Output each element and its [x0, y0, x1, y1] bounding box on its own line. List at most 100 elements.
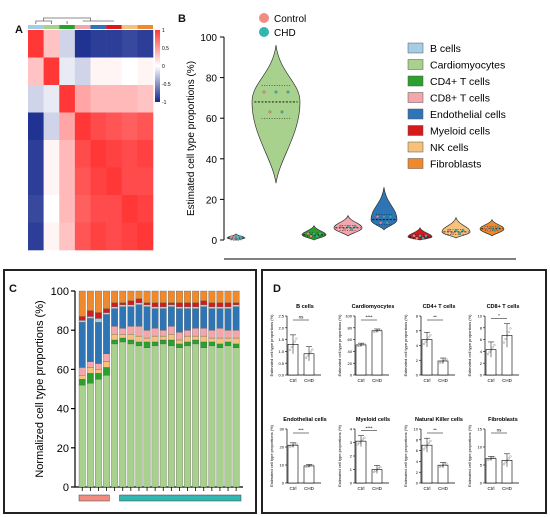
data-point	[422, 342, 426, 346]
stacked-bar-chart: 0 20 40 60 80 100 Normalized cell type proport…	[34, 286, 243, 502]
y-tick-label: 100	[345, 314, 352, 319]
violin-point	[343, 227, 346, 231]
group-legend-label: CHD	[274, 28, 296, 39]
heatmap-cell	[43, 140, 60, 168]
panel-b: B 0 20 40 60 80 100 Estimated cell type propor…	[176, 3, 547, 263]
subplot: Endothelial cells 0 10 20 30 Estimated cell t…	[269, 417, 327, 491]
y-tick-label: 4	[416, 459, 419, 464]
data-point	[443, 359, 446, 362]
y-axis-label: Estimated cell type proportions (%)	[467, 314, 472, 377]
stacked-bar-segment	[216, 337, 224, 345]
heatmap-cell	[43, 195, 60, 223]
violin-point	[234, 235, 238, 239]
y-tick-label: 100	[200, 33, 217, 44]
significance-label: ****	[365, 315, 372, 320]
stacked-bar-segment	[224, 341, 232, 347]
stacked-bar-segment	[127, 326, 135, 335]
significance-label: ns	[299, 315, 305, 320]
heatmap-cell	[28, 167, 44, 196]
data-point	[306, 354, 309, 357]
violin-point	[286, 90, 290, 94]
x-tick-label: CHD	[438, 378, 448, 383]
heatmap-cell	[28, 85, 44, 113]
heatmap-cell	[74, 85, 91, 113]
subplot-title: Cardiomyocytes	[352, 304, 395, 310]
significance-label: **	[433, 428, 437, 433]
stacked-bar-segment	[167, 290, 175, 303]
colorbar-tick-label: 0.5	[162, 46, 169, 52]
stacked-bar-segment	[119, 304, 127, 307]
stacked-bar-segment	[86, 373, 94, 384]
heatmap-cell	[59, 167, 76, 196]
legend-swatch	[407, 141, 424, 153]
x-tick-label: Ctrl	[290, 378, 297, 383]
y-tick-label: 60	[57, 364, 69, 376]
stacked-bar-segment	[208, 337, 216, 343]
stacked-bar-segment	[78, 367, 86, 376]
stacked-bar-segment	[95, 373, 102, 380]
stacked-bar-segment	[78, 316, 86, 321]
heatmap-cell	[43, 222, 60, 251]
y-tick-label: 5	[480, 463, 483, 468]
heatmap-cell	[74, 222, 91, 251]
data-point	[426, 338, 429, 341]
colorbar-tick-label: -0.5	[162, 82, 171, 88]
subplot-title: Natural Killer cells	[415, 417, 463, 423]
heatmap-cell	[106, 167, 123, 196]
dendrogram-lines	[35, 17, 114, 24]
group-legend-marker	[259, 13, 269, 23]
stacked-bar-segment	[103, 314, 110, 354]
heatmap-cell	[90, 167, 107, 196]
data-point	[429, 439, 432, 443]
heatmap-cell	[90, 30, 107, 58]
heatmap-cell	[90, 57, 107, 86]
data-point	[311, 348, 314, 351]
heatmap-chart: 1 0.5 0 -0.5 -1	[28, 17, 171, 251]
heatmap-cell	[43, 30, 60, 58]
heatmap-cell	[90, 112, 107, 141]
stacked-bar-segment	[159, 302, 167, 307]
x-tick-label: CHD	[372, 486, 382, 491]
stacked-bar-segment	[192, 343, 200, 488]
stacked-bar-segment	[176, 302, 183, 307]
violin-point	[312, 232, 316, 236]
stacked-bar-segment	[135, 302, 143, 305]
heatmap-cell	[90, 195, 107, 223]
y-tick-label: 1.0	[278, 349, 284, 354]
data-point	[361, 438, 364, 441]
heatmap-cell	[43, 57, 60, 86]
heatmap-cell	[90, 140, 107, 168]
heatmap-cell	[121, 30, 138, 58]
violin-point	[339, 224, 343, 228]
heatmap-cell	[59, 85, 76, 113]
subplot: Natural Killer cells 0 2 4 6 8 10 Estimated cel…	[403, 417, 463, 491]
stacked-bar-segment	[151, 290, 159, 303]
legend-swatch	[407, 92, 424, 103]
bar-subplots: B cells 0.0 0.5 1.0 1.5 2.0 2.5 Estimated cell …	[269, 304, 519, 491]
stacked-bar-segment	[167, 333, 175, 341]
y-tick-label: 30	[280, 427, 285, 432]
group-color-cell	[90, 25, 107, 29]
legend-swatch	[407, 108, 424, 120]
violin-point	[353, 224, 357, 228]
data-point	[502, 463, 506, 466]
subplot-title: Fibroblasts	[488, 417, 518, 423]
y-tick-label: 40	[348, 349, 353, 354]
stacked-bar-segment	[86, 310, 94, 317]
data-point	[488, 350, 491, 353]
stacked-bar-segment	[200, 290, 208, 301]
stacked-bar-segment	[208, 308, 216, 331]
stacked-bar-segment	[184, 302, 191, 307]
stacked-bar-segment	[224, 345, 232, 488]
stacked-bar-segment	[208, 330, 216, 339]
stacked-bar-segment	[135, 326, 143, 337]
data-point	[440, 464, 443, 468]
stacked-bar-segment	[184, 335, 191, 343]
stacked-bar-segment	[103, 308, 110, 313]
violin-point	[306, 232, 310, 236]
data-point	[493, 343, 496, 347]
stacked-bar-segment	[184, 345, 191, 488]
y-tick-label: 4	[350, 427, 353, 432]
y-tick-label: 10	[280, 463, 285, 468]
y-tick-label: 20	[206, 195, 218, 206]
